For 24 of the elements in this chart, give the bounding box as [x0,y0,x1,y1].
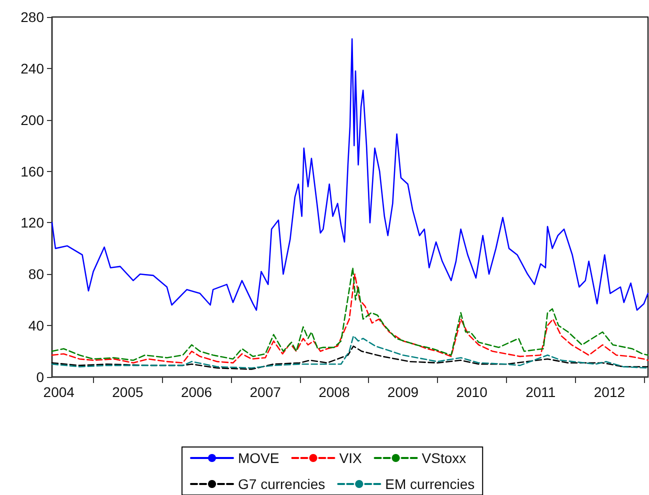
y-tick-label: 40 [28,318,44,334]
line-series [51,38,649,311]
x-tick-label: 2004 [43,384,75,400]
x-tick-label: 2007 [250,384,282,400]
legend-label: G7 currencies [238,476,326,492]
legend-label: MOVE [238,450,280,466]
x-tick-label: 2011 [526,384,556,400]
x-tick-label: 2012 [594,384,626,400]
x-tick-label: 2010 [456,384,488,400]
y-tick-label: 0 [36,369,44,385]
y-tick-label: 80 [28,266,44,282]
y-tick-label: 160 [20,163,44,180]
line-series [51,335,649,369]
legend-label: EM currencies [385,476,475,492]
legend-label: VStoxx [422,450,466,466]
y-tick-label: 240 [20,60,44,76]
legend-label: VIX [339,450,362,466]
x-tick-label: 2006 [180,384,212,400]
x-tick-label: 2008 [318,384,350,400]
x-tick-label: 2009 [387,384,419,400]
y-tick-label: 200 [20,112,44,128]
y-tick-label: 120 [20,214,44,231]
y-tick-label: 280 [20,9,44,25]
x-tick-label: 2005 [112,384,144,400]
